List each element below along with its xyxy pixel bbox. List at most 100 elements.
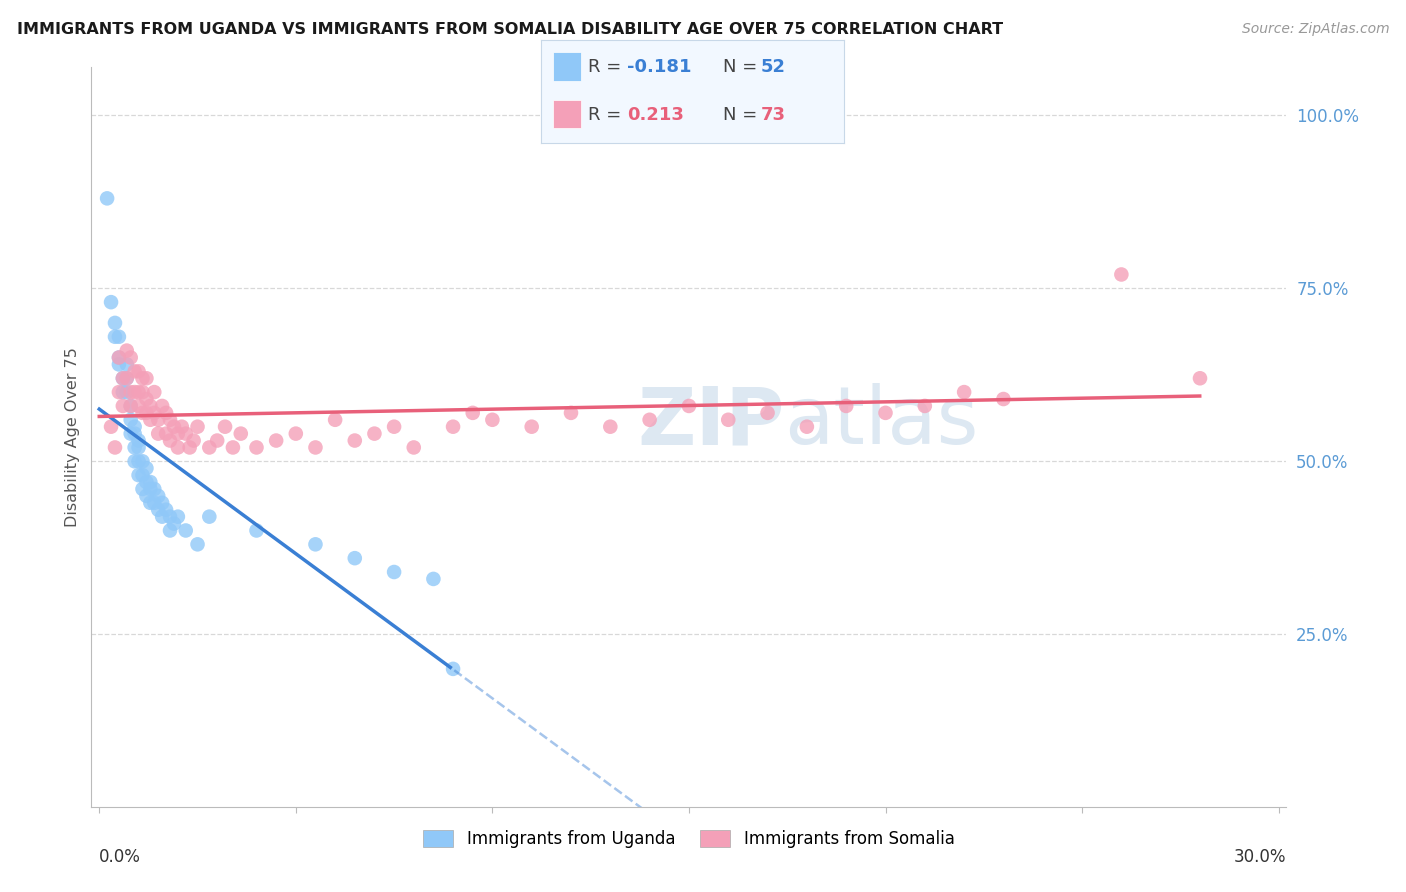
Point bbox=[131, 385, 153, 400]
Point bbox=[128, 434, 150, 448]
Point bbox=[135, 489, 157, 503]
Point bbox=[148, 426, 170, 441]
Point bbox=[115, 343, 138, 358]
Bar bbox=[554, 53, 581, 81]
Point bbox=[115, 358, 138, 372]
Text: N =: N = bbox=[723, 58, 762, 77]
Point bbox=[198, 441, 221, 455]
Text: R =: R = bbox=[588, 58, 627, 77]
Point bbox=[159, 434, 181, 448]
Text: 0.213: 0.213 bbox=[627, 105, 685, 123]
Point bbox=[124, 454, 146, 468]
Point bbox=[382, 419, 405, 434]
Point bbox=[205, 434, 228, 448]
Legend: Immigrants from Uganda, Immigrants from Somalia: Immigrants from Uganda, Immigrants from … bbox=[416, 823, 962, 855]
Point bbox=[148, 502, 170, 516]
Point bbox=[139, 496, 162, 510]
Point bbox=[96, 191, 118, 205]
Point bbox=[115, 371, 138, 385]
Point bbox=[229, 426, 252, 441]
Point bbox=[111, 399, 134, 413]
Point bbox=[100, 295, 122, 310]
Point bbox=[115, 371, 138, 385]
Point bbox=[198, 509, 221, 524]
Text: R =: R = bbox=[588, 105, 627, 123]
Point bbox=[441, 419, 464, 434]
Point bbox=[124, 441, 146, 455]
Point bbox=[953, 385, 976, 400]
Point bbox=[174, 426, 197, 441]
Point bbox=[148, 489, 170, 503]
Text: N =: N = bbox=[723, 105, 762, 123]
Point bbox=[143, 482, 166, 496]
Point bbox=[120, 351, 142, 365]
Point bbox=[115, 385, 138, 400]
Point bbox=[135, 371, 157, 385]
Point bbox=[481, 413, 503, 427]
Point bbox=[170, 419, 193, 434]
Point bbox=[128, 454, 150, 468]
Point bbox=[159, 413, 181, 427]
Point bbox=[441, 662, 464, 676]
Point bbox=[914, 399, 936, 413]
Point bbox=[245, 524, 267, 538]
Point bbox=[179, 441, 201, 455]
Point bbox=[111, 371, 134, 385]
Point bbox=[120, 399, 142, 413]
Text: 73: 73 bbox=[761, 105, 786, 123]
Point bbox=[155, 426, 177, 441]
Point bbox=[163, 419, 186, 434]
Point bbox=[343, 551, 366, 566]
Point bbox=[167, 426, 190, 441]
Text: -0.181: -0.181 bbox=[627, 58, 692, 77]
Point bbox=[108, 330, 131, 344]
Text: ZIP: ZIP bbox=[637, 384, 785, 461]
Text: 52: 52 bbox=[761, 58, 786, 77]
Point bbox=[108, 385, 131, 400]
Point bbox=[382, 565, 405, 579]
Point bbox=[560, 406, 582, 420]
Point bbox=[323, 413, 346, 427]
Point bbox=[835, 399, 858, 413]
Point bbox=[120, 413, 142, 427]
Point bbox=[143, 406, 166, 420]
Point bbox=[124, 385, 146, 400]
Point bbox=[124, 426, 146, 441]
Point bbox=[143, 496, 166, 510]
Point bbox=[135, 475, 157, 489]
Point bbox=[343, 434, 366, 448]
Point bbox=[599, 419, 621, 434]
Point bbox=[120, 426, 142, 441]
Point bbox=[214, 419, 236, 434]
Point bbox=[108, 351, 131, 365]
Text: 30.0%: 30.0% bbox=[1234, 848, 1286, 866]
Point bbox=[131, 406, 153, 420]
Point bbox=[993, 392, 1015, 406]
Text: 0.0%: 0.0% bbox=[100, 848, 141, 866]
Point bbox=[155, 406, 177, 420]
Point bbox=[131, 454, 153, 468]
Point bbox=[111, 371, 134, 385]
Point bbox=[167, 509, 190, 524]
Bar bbox=[554, 100, 581, 128]
Point bbox=[128, 364, 150, 378]
Point bbox=[135, 461, 157, 475]
Point bbox=[163, 516, 186, 531]
Point bbox=[128, 468, 150, 483]
Point bbox=[135, 406, 157, 420]
Point bbox=[148, 413, 170, 427]
Point bbox=[159, 524, 181, 538]
Point bbox=[183, 434, 205, 448]
Point bbox=[124, 419, 146, 434]
Point bbox=[422, 572, 444, 586]
Point bbox=[304, 537, 326, 551]
Point bbox=[108, 358, 131, 372]
Point bbox=[159, 509, 181, 524]
Point bbox=[139, 413, 162, 427]
Point bbox=[402, 441, 425, 455]
Point bbox=[131, 482, 153, 496]
Point bbox=[128, 385, 150, 400]
Point bbox=[245, 441, 267, 455]
Text: IMMIGRANTS FROM UGANDA VS IMMIGRANTS FROM SOMALIA DISABILITY AGE OVER 75 CORRELA: IMMIGRANTS FROM UGANDA VS IMMIGRANTS FRO… bbox=[17, 22, 1002, 37]
Point bbox=[304, 441, 326, 455]
